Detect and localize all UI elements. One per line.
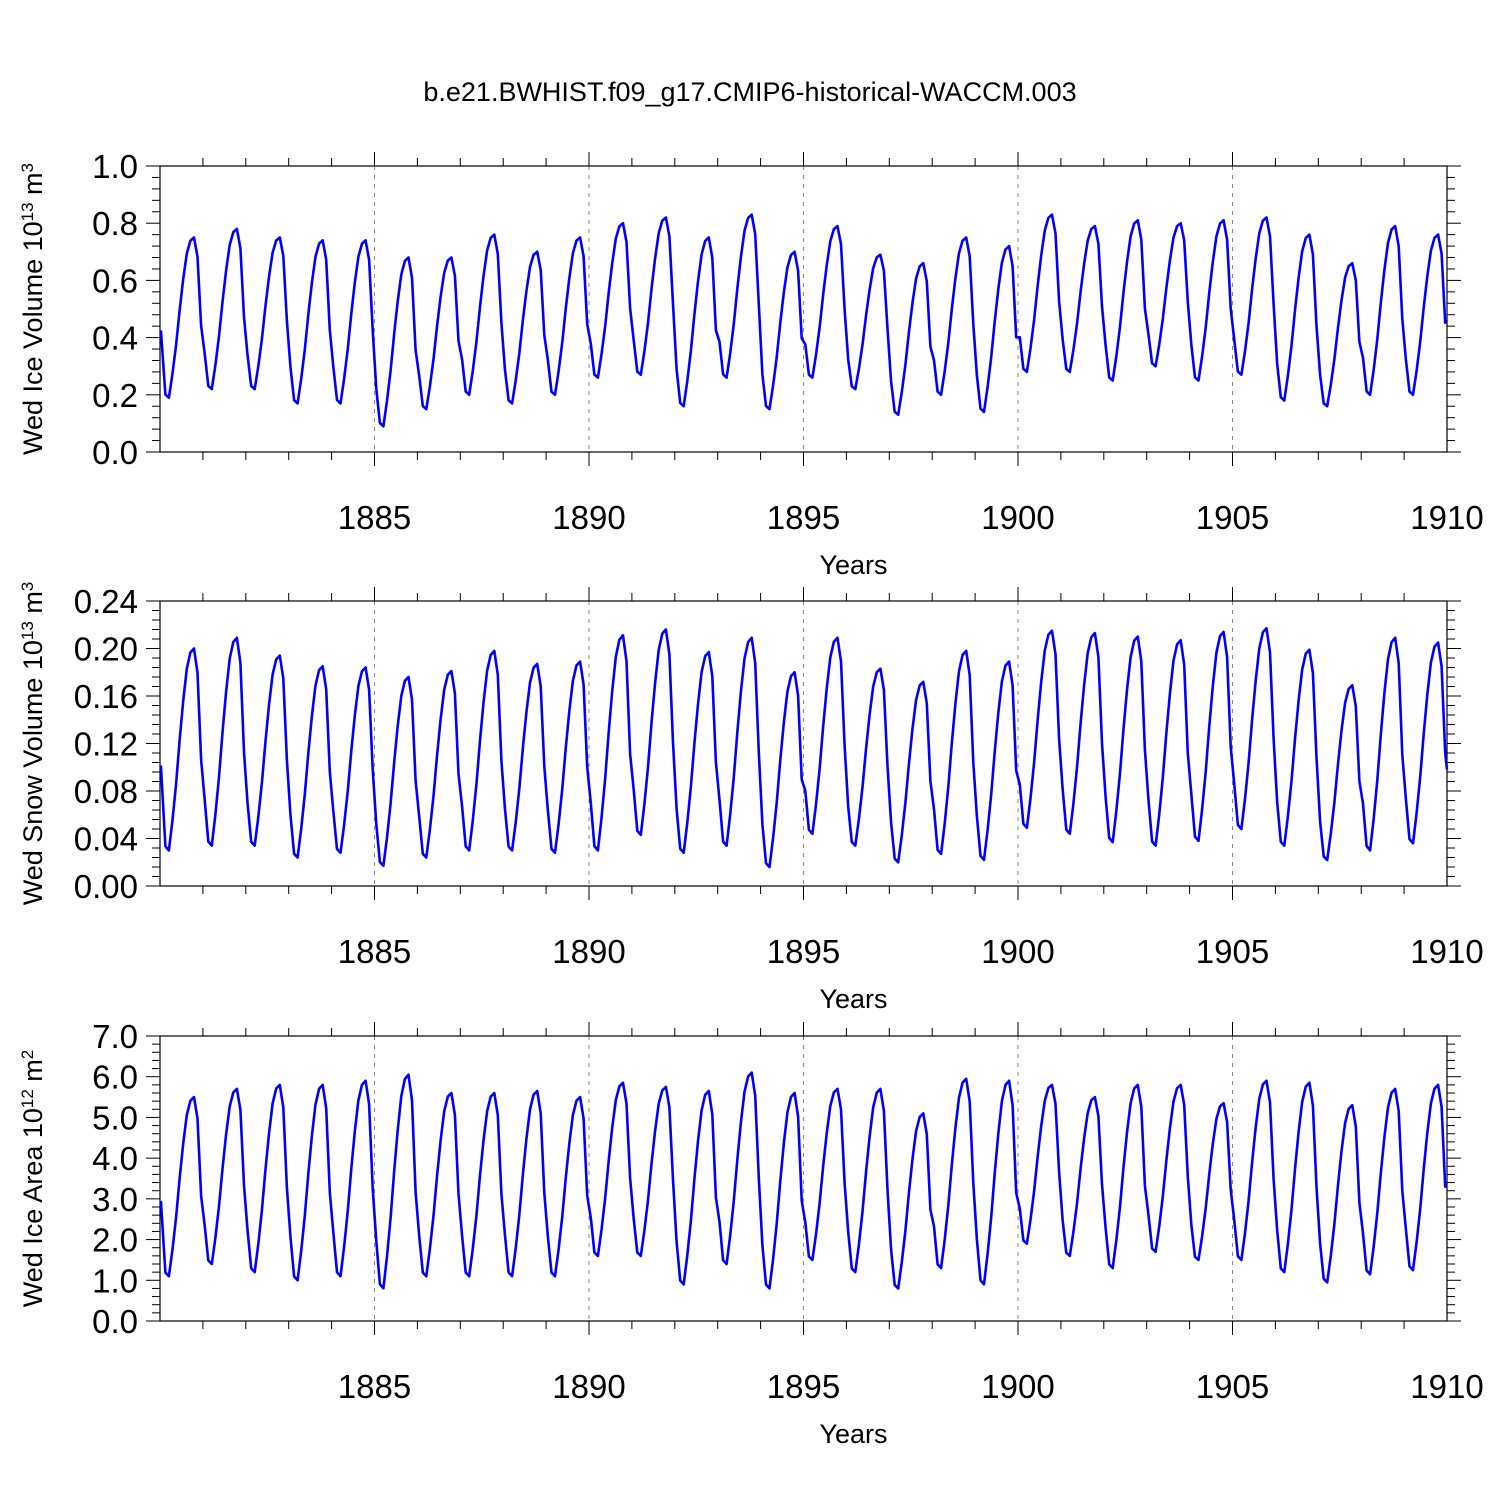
y-tick-label: 0.04 (74, 821, 138, 858)
y-tick-label: 1.0 (92, 1262, 138, 1299)
x-tick-label: 1905 (1196, 933, 1269, 970)
x-tick-label: 1890 (552, 933, 625, 970)
x-tick-label: 1885 (338, 933, 411, 970)
y-tick-label: 0.16 (74, 678, 138, 715)
y-axis-label-exponent: 13 (18, 202, 37, 221)
y-tick-label: 3.0 (92, 1181, 138, 1218)
y-tick-label: 0.0 (92, 434, 138, 471)
x-tick-label: 1900 (981, 933, 1054, 970)
y-tick-label: 6.0 (92, 1059, 138, 1096)
y-tick-label: 5.0 (92, 1099, 138, 1136)
y-axis-label: Wed Snow Volume 1013 m3 (18, 582, 49, 906)
panel-ice-volume: 1885 1890 1895 1900 1905 1910 Years 0.0 0.2 0.4 0.… (18, 148, 1484, 580)
x-axis-label: Years (819, 984, 887, 1014)
x-tick-label: 1910 (1410, 499, 1483, 536)
y-axis-label-unit-exponent: 2 (18, 1050, 37, 1059)
x-tick-label: 1900 (981, 499, 1054, 536)
y-axis-label: Wed Ice Area 1012 m2 (18, 1050, 49, 1308)
y-axis-label-unit: m (18, 1059, 48, 1089)
y-axis-label-unit: m (18, 172, 48, 202)
x-tick-label: 1910 (1410, 933, 1483, 970)
y-tick-label: 0.6 (92, 262, 138, 299)
x-tick-label: 1885 (338, 499, 411, 536)
x-tick-label: 1895 (767, 933, 840, 970)
y-axis-label: Wed Ice Volume 1013 m3 (18, 163, 49, 455)
x-tick-label: 1885 (338, 1368, 411, 1405)
y-axis-label-unit-exponent: 3 (18, 582, 37, 591)
y-tick-label: 1.0 (92, 148, 138, 185)
y-tick-label: 2.0 (92, 1222, 138, 1259)
x-tick-label: 1910 (1410, 1368, 1483, 1405)
y-tick-label: 0.20 (74, 631, 138, 668)
y-tick-label: 0.2 (92, 377, 138, 414)
panel-ice-area: 1885 1890 1895 1900 1905 1910 Years 0.0 1.02.0 3.… (18, 1018, 1484, 1449)
x-tick-label: 1890 (552, 499, 625, 536)
series-line (159, 213, 1449, 428)
y-tick-label: 0.08 (74, 773, 138, 810)
chart-title: b.e21.BWHIST.f09_g17.CMIP6-historical-WA… (423, 77, 1076, 107)
y-tick-label: 0.0 (92, 1303, 138, 1340)
y-axis-label-unit: m (18, 591, 48, 621)
series-line (159, 1071, 1448, 1290)
y-axis-label-unit-exponent: 3 (18, 163, 37, 172)
y-tick-label: 4.0 (92, 1140, 138, 1177)
y-tick-label: 0.00 (74, 868, 138, 905)
y-tick-label: 0.24 (74, 583, 138, 620)
panel-snow-volume: 1885 1890 1895 1900 1905 1910 Years 0.00 0.04 0.0… (18, 582, 1484, 1014)
y-axis-label-exponent: 12 (18, 1089, 37, 1108)
y-axis-label-prefix: Wed Ice Volume 10 (18, 221, 48, 455)
x-axis-label: Years (819, 550, 887, 580)
y-tick-label: 0.4 (92, 320, 138, 357)
x-tick-label: 1905 (1196, 499, 1269, 536)
y-tick-label: 0.8 (92, 205, 138, 242)
series-line (159, 627, 1449, 869)
y-tick-label: 0.12 (74, 726, 138, 763)
x-tick-label: 1890 (552, 1368, 625, 1405)
y-axis-label-prefix: Wed Snow Volume 10 (18, 640, 48, 905)
y-tick-label: 7.0 (92, 1018, 138, 1055)
plot-frame (159, 1035, 1448, 1322)
x-tick-label: 1900 (981, 1368, 1054, 1405)
x-tick-label: 1895 (767, 1368, 840, 1405)
y-axis-label-exponent: 13 (18, 621, 37, 640)
x-tick-label: 1905 (1196, 1368, 1269, 1405)
x-axis-label: Years (819, 1419, 887, 1449)
x-tick-label: 1895 (767, 499, 840, 536)
y-axis-label-prefix: Wed Ice Area 10 (18, 1108, 48, 1307)
